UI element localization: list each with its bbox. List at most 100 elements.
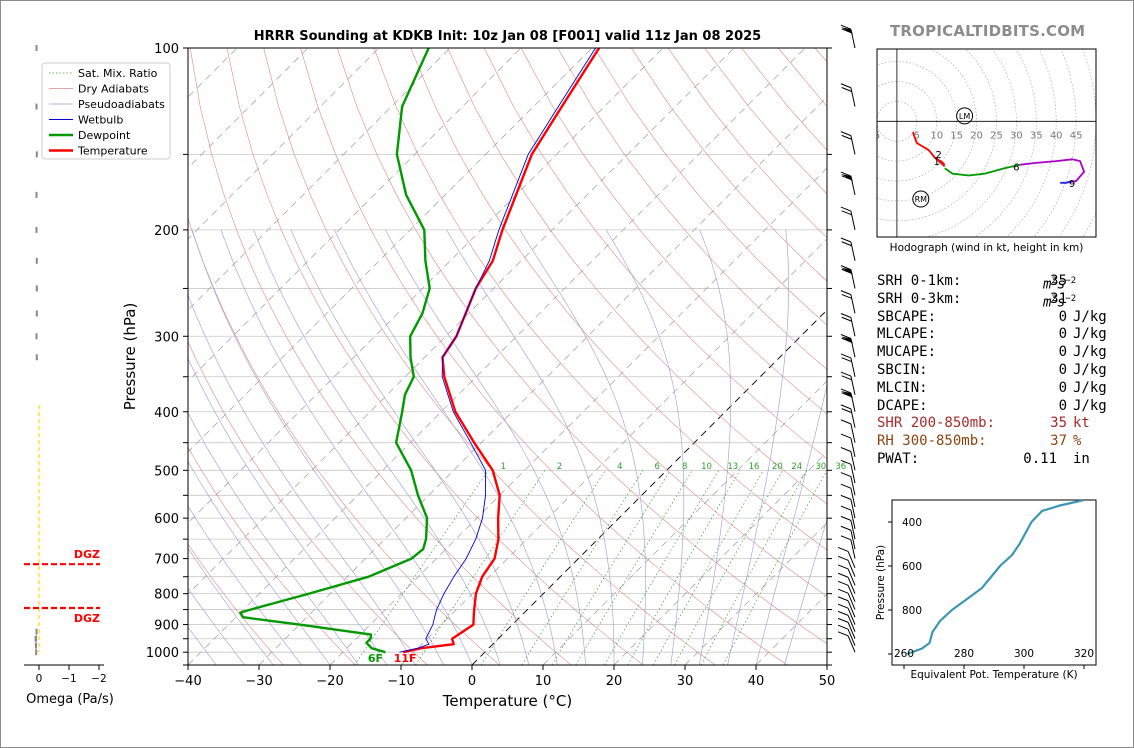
barb-feather xyxy=(837,610,849,616)
mixing-ratio-line xyxy=(575,470,693,665)
theta-e-frame xyxy=(891,499,1097,666)
theta-e-y-tick-label: 800 xyxy=(902,605,922,617)
wind-barb xyxy=(840,334,856,358)
stat-row: DCAPE: 0 J/kg xyxy=(877,397,1107,415)
theta-e-y-label: Pressure (hPa) xyxy=(875,545,887,620)
barb-feather xyxy=(840,472,852,477)
stat-unit: J/kg xyxy=(1073,308,1107,325)
mixing-ratio-label: 6 xyxy=(655,462,660,472)
wind-barb xyxy=(840,24,856,49)
pseudoadiabat xyxy=(188,587,246,665)
barb-staff xyxy=(850,499,856,519)
x-axis-label: Temperature (°C) xyxy=(442,692,572,710)
omega-bar xyxy=(34,642,37,649)
barb-feather xyxy=(840,237,852,243)
barb-feather xyxy=(840,265,852,271)
hodograph-ring-label: 5 xyxy=(874,130,880,141)
dry-adiabat xyxy=(594,48,827,326)
pseudoadiabat xyxy=(755,383,827,665)
legend-label: Wetbulb xyxy=(78,114,123,127)
omega-bar xyxy=(35,628,38,635)
stat-row: PWAT: 0.11 in xyxy=(877,450,1090,468)
mixing-ratio-label: 20 xyxy=(772,462,783,472)
barb-feather xyxy=(840,419,852,425)
theta-e-y-tick-label: 400 xyxy=(902,517,922,529)
isotherm-line xyxy=(188,48,806,665)
dry-adiabat xyxy=(226,48,644,665)
omega-bar xyxy=(35,649,38,656)
isotherm-line xyxy=(542,380,827,665)
mixing-ratio-line xyxy=(722,470,827,665)
barb-feather xyxy=(840,83,852,89)
stat-label: MUCAPE: xyxy=(877,344,937,361)
isotherm-line xyxy=(188,48,593,453)
barb-feather xyxy=(840,206,852,212)
dry-adiabat xyxy=(447,48,827,505)
storm-motion-label: LM xyxy=(959,112,970,121)
isotherm-line xyxy=(471,309,827,665)
omega-bar xyxy=(35,45,38,51)
barb-staff xyxy=(847,615,856,632)
omega-axis-label: Omega (Pa/s) xyxy=(26,692,114,707)
wind-barb xyxy=(840,535,856,559)
barb-staff xyxy=(847,622,856,639)
mixing-ratio-line xyxy=(700,470,808,665)
wind-barb xyxy=(840,459,856,484)
pseudoadiabat xyxy=(334,229,558,665)
wind-barb xyxy=(840,206,856,230)
barb-flag xyxy=(840,174,853,182)
stat-value: 37 xyxy=(1050,433,1067,450)
x-tick-label: 0 xyxy=(468,674,476,689)
hodograph-ring-label: 25 xyxy=(990,130,1003,141)
barb-staff xyxy=(850,294,856,314)
hodograph-ring-label: 20 xyxy=(970,130,983,141)
stat-label: MLCAPE: xyxy=(877,326,937,343)
legend-box xyxy=(41,62,171,160)
skewt-profiles xyxy=(239,48,601,654)
theta-e-line xyxy=(906,500,1085,656)
stat-unit: in xyxy=(1073,451,1090,467)
hodograph-height-label: 2 xyxy=(936,150,942,161)
omega-tick-label: 0 xyxy=(36,673,43,685)
barb-feather xyxy=(840,404,852,410)
barb-feather xyxy=(840,371,852,377)
y-tick-label: 200 xyxy=(154,224,179,239)
wind-barb xyxy=(840,371,856,395)
legend: Sat. Mix. Ratio Dry Adiabats Pseudoadiabat… xyxy=(41,62,171,160)
hodograph-plot-area: 5 5 10 15 20 25 30 35 40 45 LM RM 12 6 9 xyxy=(874,49,1096,237)
wind-barb xyxy=(837,580,856,602)
pseudoadiabat xyxy=(605,229,685,665)
hodograph-trace xyxy=(934,156,946,168)
hodograph: 5 5 10 15 20 25 30 35 40 45 LM RM 12 6 9 Hodograph (win… xyxy=(874,48,1097,254)
stat-value: 0.11 xyxy=(1023,451,1057,467)
pseudoadiabat xyxy=(519,229,646,665)
barb-feather xyxy=(837,580,849,586)
barb-staff xyxy=(847,628,856,646)
isotherm-line xyxy=(188,48,522,382)
barb-staff xyxy=(850,423,856,443)
barb-staff xyxy=(847,585,856,602)
dry-adiabat xyxy=(373,48,827,597)
omega-bar xyxy=(35,257,38,264)
omega-bar xyxy=(35,226,38,233)
barb-feather xyxy=(837,617,849,623)
pseudoadiabat xyxy=(727,229,789,665)
omega-tick-label: −1 xyxy=(61,673,76,685)
isotherm-line xyxy=(258,96,827,665)
barb-feather xyxy=(840,353,852,359)
hodograph-height-label: 9 xyxy=(1069,179,1075,190)
mixing-ratio-label: 1 xyxy=(500,462,505,472)
barb-staff xyxy=(847,592,856,610)
isotherm-line xyxy=(188,48,735,595)
wind-barb xyxy=(837,555,856,577)
wind-barb xyxy=(840,525,856,550)
stat-unit: J/kg xyxy=(1073,326,1107,343)
wind-barb xyxy=(840,515,856,540)
mixing-ratio-label: 30 xyxy=(815,462,826,472)
barb-staff xyxy=(847,560,856,577)
wind-barb xyxy=(840,505,856,529)
barb-staff xyxy=(850,357,856,377)
pseudoadiabat xyxy=(290,229,530,665)
hodograph-trace xyxy=(1060,180,1073,184)
hodograph-ring-label: 45 xyxy=(1070,130,1083,141)
